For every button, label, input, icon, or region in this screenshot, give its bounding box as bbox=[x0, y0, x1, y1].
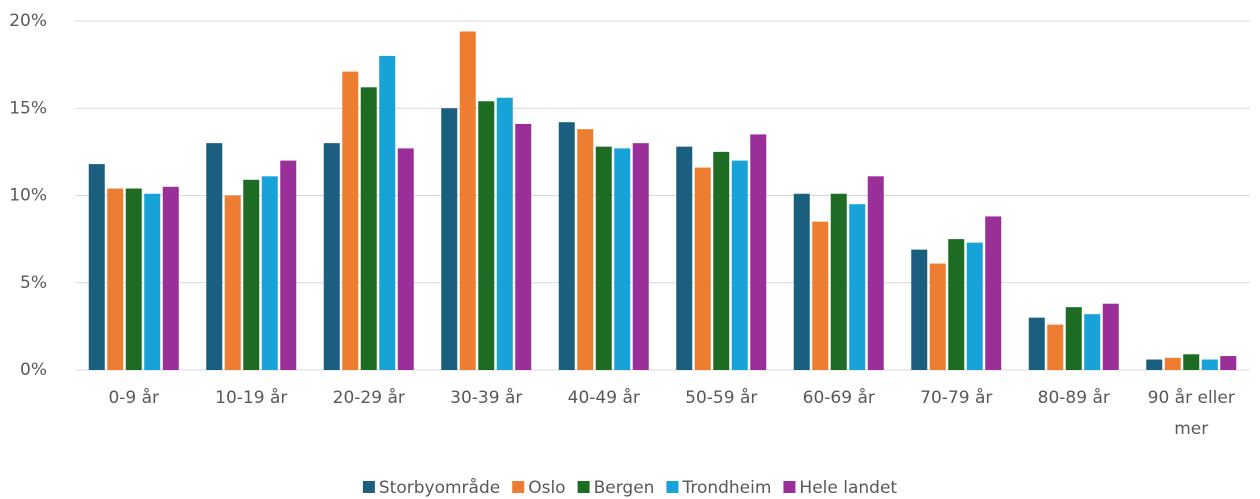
legend-label: Oslo bbox=[528, 478, 565, 498]
bar bbox=[929, 263, 946, 370]
x-tick-label: 30-39 år bbox=[450, 387, 522, 408]
bar bbox=[1220, 356, 1237, 370]
bar bbox=[948, 239, 965, 370]
legend-label: Hele landet bbox=[799, 478, 897, 498]
bar bbox=[125, 188, 142, 370]
bar bbox=[243, 179, 260, 370]
bar bbox=[1146, 359, 1163, 370]
bar bbox=[144, 193, 161, 370]
x-tick-label: 90 år eller mer bbox=[1148, 387, 1235, 439]
bar bbox=[614, 148, 631, 370]
bar bbox=[1065, 307, 1082, 370]
bar bbox=[107, 188, 124, 370]
bar bbox=[88, 164, 105, 370]
legend-swatch bbox=[512, 481, 525, 493]
y-tick-label: 15% bbox=[9, 98, 47, 118]
x-tick-label: 70-79 år bbox=[920, 387, 992, 408]
bar bbox=[1201, 359, 1218, 370]
legend-swatch bbox=[666, 481, 679, 493]
bar bbox=[1183, 354, 1200, 370]
bar bbox=[360, 87, 377, 370]
bar bbox=[379, 55, 396, 371]
bar bbox=[515, 123, 532, 370]
bar bbox=[162, 186, 179, 370]
legend-label: Bergen bbox=[594, 478, 655, 498]
bar bbox=[694, 167, 711, 370]
bar bbox=[1047, 324, 1064, 370]
bar bbox=[632, 143, 649, 370]
x-tick-label: 60-69 år bbox=[803, 387, 875, 408]
bar bbox=[731, 160, 748, 370]
bar bbox=[261, 176, 278, 370]
bar bbox=[1102, 303, 1119, 370]
x-tick-label: 20-29 år bbox=[333, 387, 405, 408]
bar bbox=[577, 129, 594, 370]
y-tick-label: 5% bbox=[20, 273, 47, 293]
x-tick-label: 0-9 år bbox=[108, 387, 159, 408]
y-tick-label: 0% bbox=[20, 360, 47, 380]
bar bbox=[966, 242, 983, 370]
bar bbox=[558, 122, 575, 371]
bar bbox=[323, 143, 340, 370]
bar bbox=[830, 193, 847, 370]
y-tick-label: 20% bbox=[9, 11, 47, 31]
bar bbox=[224, 195, 241, 370]
bar bbox=[849, 204, 866, 370]
legend-swatch bbox=[577, 481, 590, 493]
bar bbox=[750, 134, 767, 370]
x-tick-label: 50-59 år bbox=[685, 387, 757, 408]
legend-label: Trondheim bbox=[681, 478, 771, 498]
x-tick-label: 10-19 år bbox=[215, 387, 287, 408]
bar bbox=[1084, 314, 1101, 370]
x-tick-label: 40-49 år bbox=[568, 387, 640, 408]
bar bbox=[459, 31, 476, 370]
legend-swatch bbox=[362, 481, 375, 493]
bar bbox=[676, 146, 693, 370]
bar bbox=[985, 216, 1002, 370]
bar bbox=[911, 249, 928, 370]
bar bbox=[595, 146, 612, 370]
bar bbox=[280, 160, 297, 370]
bar bbox=[496, 97, 513, 370]
bar bbox=[478, 101, 495, 371]
bar bbox=[206, 143, 223, 370]
bar bbox=[713, 151, 730, 370]
bar bbox=[867, 176, 884, 370]
legend-swatch bbox=[783, 481, 796, 493]
bar bbox=[1164, 357, 1181, 370]
legend-label: Storbyområde bbox=[379, 477, 500, 498]
y-tick-label: 10% bbox=[9, 186, 47, 206]
bar bbox=[812, 221, 829, 370]
bar bbox=[793, 193, 810, 370]
x-tick-label: 80-89 år bbox=[1038, 387, 1110, 408]
bar bbox=[441, 108, 458, 370]
bar bbox=[342, 71, 359, 370]
bar bbox=[397, 148, 414, 370]
bar bbox=[1028, 317, 1045, 370]
